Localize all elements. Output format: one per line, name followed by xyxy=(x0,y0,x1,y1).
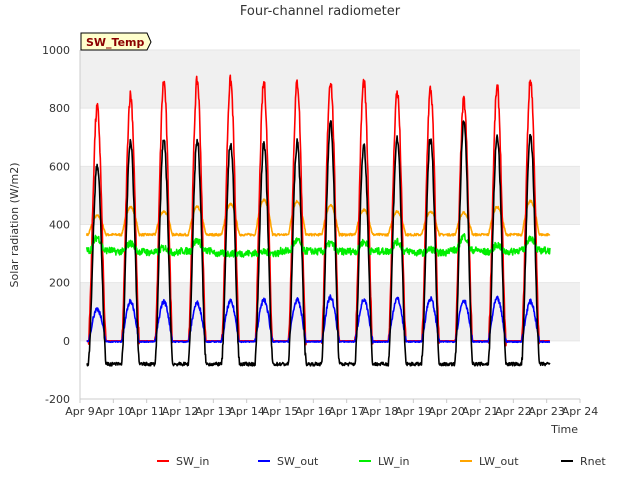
tag-box xyxy=(80,32,152,51)
grid-band xyxy=(80,166,580,225)
x-tick-label: Apr 24 xyxy=(562,405,599,418)
x-tick-label: Apr 22 xyxy=(495,405,532,418)
x-tick-label: Apr 13 xyxy=(195,405,232,418)
grid-band xyxy=(80,50,580,109)
legend: SW_in SW_out LW_in LW_out Rnet xyxy=(157,455,606,468)
series-line-lw-out xyxy=(85,198,551,237)
x-tick-label: Apr 9 xyxy=(65,405,95,418)
tag-label: SW_Temp xyxy=(86,36,145,49)
x-tick-label: Apr 20 xyxy=(428,405,465,418)
x-tick-label: Apr 23 xyxy=(528,405,565,418)
grid-band xyxy=(80,282,580,341)
y-tick-label: 200 xyxy=(49,277,70,290)
x-tick-label: Apr 14 xyxy=(228,405,265,418)
legend-label: SW_out xyxy=(277,455,319,468)
sw-temp-tag: SW_Temp xyxy=(80,32,152,51)
y-tick-label: -200 xyxy=(45,393,70,406)
series-line-lw-in xyxy=(85,233,551,258)
grid-bands xyxy=(79,49,580,400)
y-axis-label: Solar radiation (W/m2) xyxy=(8,162,21,287)
series-line-rnet xyxy=(86,120,551,367)
legend-label: SW_in xyxy=(176,455,209,468)
y-tick-label: 400 xyxy=(49,219,70,232)
legend-label: Rnet xyxy=(580,455,606,468)
y-tick-label: 800 xyxy=(49,102,70,115)
x-tick-label: Apr 19 xyxy=(395,405,432,418)
y-tick-label: 1000 xyxy=(42,44,70,57)
legend-label: LW_in xyxy=(378,455,410,468)
x-tick-label: Apr 10 xyxy=(95,405,132,418)
series-line-sw-out xyxy=(86,294,551,344)
x-tick-label: Apr 11 xyxy=(128,405,165,418)
x-tick-label: Apr 15 xyxy=(262,405,299,418)
y-tick-label: 0 xyxy=(63,335,70,348)
x-tick-label: Apr 17 xyxy=(328,405,365,418)
x-tick-label: Apr 12 xyxy=(162,405,199,418)
x-tick-label: Apr 16 xyxy=(295,405,332,418)
legend-label: LW_out xyxy=(479,455,519,468)
chart-title: Four-channel radiometer xyxy=(240,4,401,19)
y-tick-label: 600 xyxy=(49,160,70,173)
x-tick-label: Apr 21 xyxy=(462,405,499,418)
y-axis: -200 0 200 400 600 800 1000 xyxy=(42,44,70,406)
series-layer xyxy=(85,74,551,367)
x-tick-label: Apr 18 xyxy=(362,405,399,418)
x-axis-label: Time xyxy=(550,423,578,436)
